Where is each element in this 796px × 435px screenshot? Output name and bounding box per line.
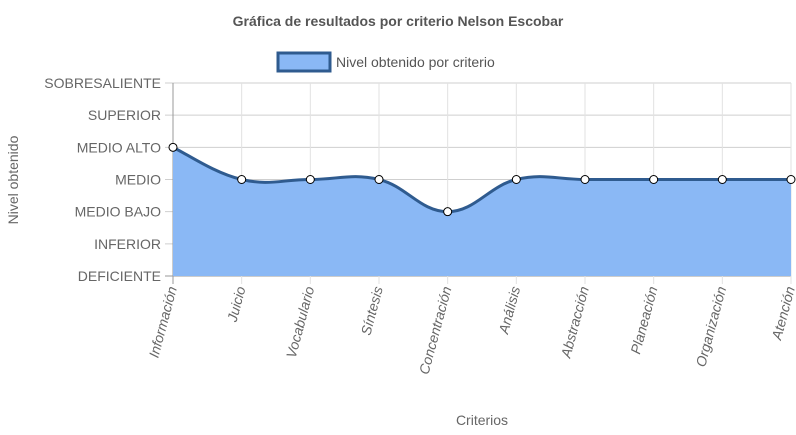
area-layer	[172, 145, 791, 276]
x-tick-label: Atención	[768, 284, 796, 342]
data-point[interactable]	[443, 207, 453, 217]
y-tick-label: MEDIO ALTO	[77, 139, 161, 155]
x-tick-label: Abstracción	[557, 284, 592, 360]
chart-title: Gráfica de resultados por criterio Nelso…	[233, 13, 564, 29]
x-tick-label: Juicio	[224, 284, 249, 324]
x-tick-label: Información	[146, 284, 180, 359]
data-point[interactable]	[237, 175, 247, 184]
x-tick-label: Análisis	[495, 285, 523, 337]
x-tick-label: Concentración	[416, 284, 455, 376]
y-tick-label: SUPERIOR	[88, 107, 161, 123]
data-point[interactable]	[717, 175, 727, 184]
legend-label: Nivel obtenido por criterio	[336, 54, 495, 70]
series-area	[173, 147, 791, 276]
y-tick-label: INFERIOR	[94, 236, 161, 252]
y-axis-ticks: DEFICIENTE INFERIOR MEDIO BAJO MEDIO MEDIO A…	[44, 75, 161, 284]
data-point[interactable]	[305, 175, 315, 184]
x-axis-ticks: Información Juicio Vocabulario Síntesis Conc…	[146, 284, 796, 376]
y-axis-label: Nivel obtenido	[5, 135, 21, 224]
data-point[interactable]	[374, 175, 384, 184]
data-point[interactable]	[511, 175, 521, 184]
x-tick-label: Organización	[692, 284, 729, 368]
series-line	[172, 145, 791, 214]
y-tick-label: DEFICIENTE	[78, 268, 161, 284]
x-tick-label: Síntesis	[358, 285, 386, 337]
x-axis-label: Criterios	[456, 412, 508, 428]
y-tick-label: MEDIO	[115, 172, 161, 188]
data-points	[168, 142, 796, 217]
y-tick-label: SOBRESALIENTE	[44, 75, 161, 91]
data-point[interactable]	[649, 175, 659, 184]
data-point[interactable]	[580, 175, 590, 184]
y-tick-label: MEDIO BAJO	[75, 204, 161, 220]
data-point[interactable]	[786, 175, 796, 184]
x-tick-label: Vocabulario	[283, 284, 318, 359]
data-point[interactable]	[168, 142, 178, 152]
legend-swatch	[276, 51, 332, 73]
x-tick-label: Planeación	[627, 284, 660, 355]
legend[interactable]: Nivel obtenido por criterio	[276, 51, 495, 73]
